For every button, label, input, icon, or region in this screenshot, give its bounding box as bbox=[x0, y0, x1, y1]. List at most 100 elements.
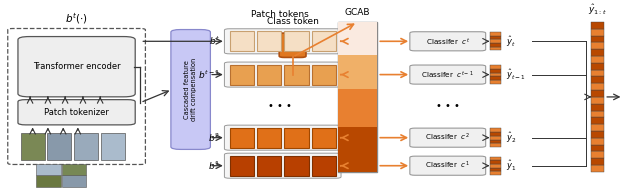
FancyBboxPatch shape bbox=[18, 36, 135, 97]
Text: Classifer  $c^t$: Classifer $c^t$ bbox=[426, 36, 470, 47]
Bar bbox=[74, 133, 99, 160]
Bar bbox=[284, 31, 308, 51]
FancyBboxPatch shape bbox=[225, 29, 341, 54]
Bar bbox=[591, 124, 604, 131]
Bar bbox=[490, 156, 501, 160]
Text: $b^t$: $b^t$ bbox=[209, 35, 220, 47]
Bar bbox=[591, 70, 604, 77]
Bar bbox=[490, 32, 501, 36]
Bar bbox=[591, 158, 604, 165]
FancyBboxPatch shape bbox=[410, 156, 486, 175]
FancyBboxPatch shape bbox=[225, 62, 341, 87]
FancyBboxPatch shape bbox=[410, 65, 486, 84]
Bar bbox=[230, 31, 253, 51]
Bar bbox=[490, 167, 501, 171]
FancyBboxPatch shape bbox=[225, 125, 341, 150]
Bar bbox=[591, 29, 604, 36]
Text: Classifer  $c^{t-1}$: Classifer $c^{t-1}$ bbox=[421, 69, 474, 80]
FancyBboxPatch shape bbox=[171, 29, 211, 149]
Bar bbox=[490, 69, 501, 73]
Text: $\hat{y}_2$: $\hat{y}_2$ bbox=[506, 130, 516, 145]
Bar bbox=[490, 80, 501, 84]
Bar bbox=[490, 160, 501, 164]
Text: $b^2$: $b^2$ bbox=[208, 132, 220, 144]
Text: $\theta$: $\theta$ bbox=[288, 39, 297, 51]
Bar bbox=[591, 83, 604, 90]
Bar bbox=[591, 145, 604, 151]
Bar bbox=[591, 138, 604, 145]
Bar bbox=[490, 40, 501, 43]
Bar bbox=[312, 64, 336, 85]
Text: $\hat{y}_1$: $\hat{y}_1$ bbox=[506, 158, 516, 173]
Text: Patch tokens: Patch tokens bbox=[252, 9, 309, 19]
Bar bbox=[591, 63, 604, 70]
Bar bbox=[490, 47, 501, 50]
Bar bbox=[100, 133, 125, 160]
Bar bbox=[312, 31, 336, 51]
Bar bbox=[490, 73, 501, 76]
Text: $b^1$: $b^1$ bbox=[208, 160, 220, 172]
FancyBboxPatch shape bbox=[410, 32, 486, 51]
Bar bbox=[284, 156, 308, 176]
Text: $\hat{y}_{1:t}$: $\hat{y}_{1:t}$ bbox=[588, 2, 607, 17]
Text: GCAB: GCAB bbox=[345, 8, 371, 17]
Bar bbox=[230, 128, 253, 148]
Text: Classifer  $c^1$: Classifer $c^1$ bbox=[426, 160, 470, 171]
Text: Class token: Class token bbox=[267, 17, 319, 26]
Bar bbox=[591, 56, 604, 63]
Bar bbox=[591, 151, 604, 158]
Bar bbox=[36, 164, 61, 175]
Bar bbox=[339, 55, 377, 89]
Bar bbox=[591, 117, 604, 124]
Bar bbox=[312, 128, 336, 148]
Bar bbox=[284, 128, 308, 148]
Bar bbox=[591, 43, 604, 49]
Bar bbox=[591, 165, 604, 172]
Bar bbox=[312, 156, 336, 176]
Bar bbox=[490, 171, 501, 175]
Text: $b^{t-1}$: $b^{t-1}$ bbox=[198, 68, 220, 81]
Bar bbox=[257, 156, 281, 176]
Text: $f^t(\cdot)$: $f^t(\cdot)$ bbox=[349, 65, 366, 78]
Bar bbox=[20, 133, 45, 160]
Text: Patch tokenizer: Patch tokenizer bbox=[44, 108, 109, 117]
Bar bbox=[490, 36, 501, 40]
Bar bbox=[490, 76, 501, 80]
Bar bbox=[591, 36, 604, 43]
FancyBboxPatch shape bbox=[279, 33, 306, 57]
Bar bbox=[490, 139, 501, 143]
FancyBboxPatch shape bbox=[410, 128, 486, 147]
Text: Transformer encoder: Transformer encoder bbox=[33, 62, 120, 71]
Text: • • •: • • • bbox=[348, 101, 367, 110]
Text: • • •: • • • bbox=[436, 101, 460, 111]
Bar bbox=[490, 132, 501, 136]
Text: Cascaded feature
drift compensation: Cascaded feature drift compensation bbox=[184, 58, 197, 121]
Bar bbox=[490, 65, 501, 69]
Bar bbox=[591, 77, 604, 83]
Text: $b^t(\cdot)$: $b^t(\cdot)$ bbox=[65, 12, 88, 26]
Bar bbox=[490, 43, 501, 47]
Bar bbox=[490, 143, 501, 147]
Bar bbox=[257, 64, 281, 85]
Text: • • •: • • • bbox=[268, 101, 292, 111]
Bar bbox=[591, 104, 604, 111]
Bar bbox=[591, 111, 604, 117]
Bar bbox=[591, 90, 604, 97]
Bar bbox=[230, 64, 253, 85]
Bar bbox=[338, 22, 378, 172]
Bar bbox=[339, 127, 377, 172]
Bar bbox=[339, 22, 377, 55]
Bar bbox=[230, 156, 253, 176]
Bar bbox=[47, 133, 72, 160]
Bar bbox=[591, 131, 604, 138]
Bar bbox=[591, 97, 604, 104]
FancyBboxPatch shape bbox=[18, 100, 135, 125]
Bar bbox=[62, 164, 86, 175]
Bar bbox=[62, 175, 86, 187]
Bar bbox=[591, 49, 604, 56]
Text: Classifer  $c^2$: Classifer $c^2$ bbox=[426, 132, 470, 143]
Bar bbox=[490, 136, 501, 139]
FancyBboxPatch shape bbox=[225, 153, 341, 178]
Bar bbox=[36, 175, 61, 187]
Text: $\hat{y}_{t-1}$: $\hat{y}_{t-1}$ bbox=[506, 67, 526, 82]
